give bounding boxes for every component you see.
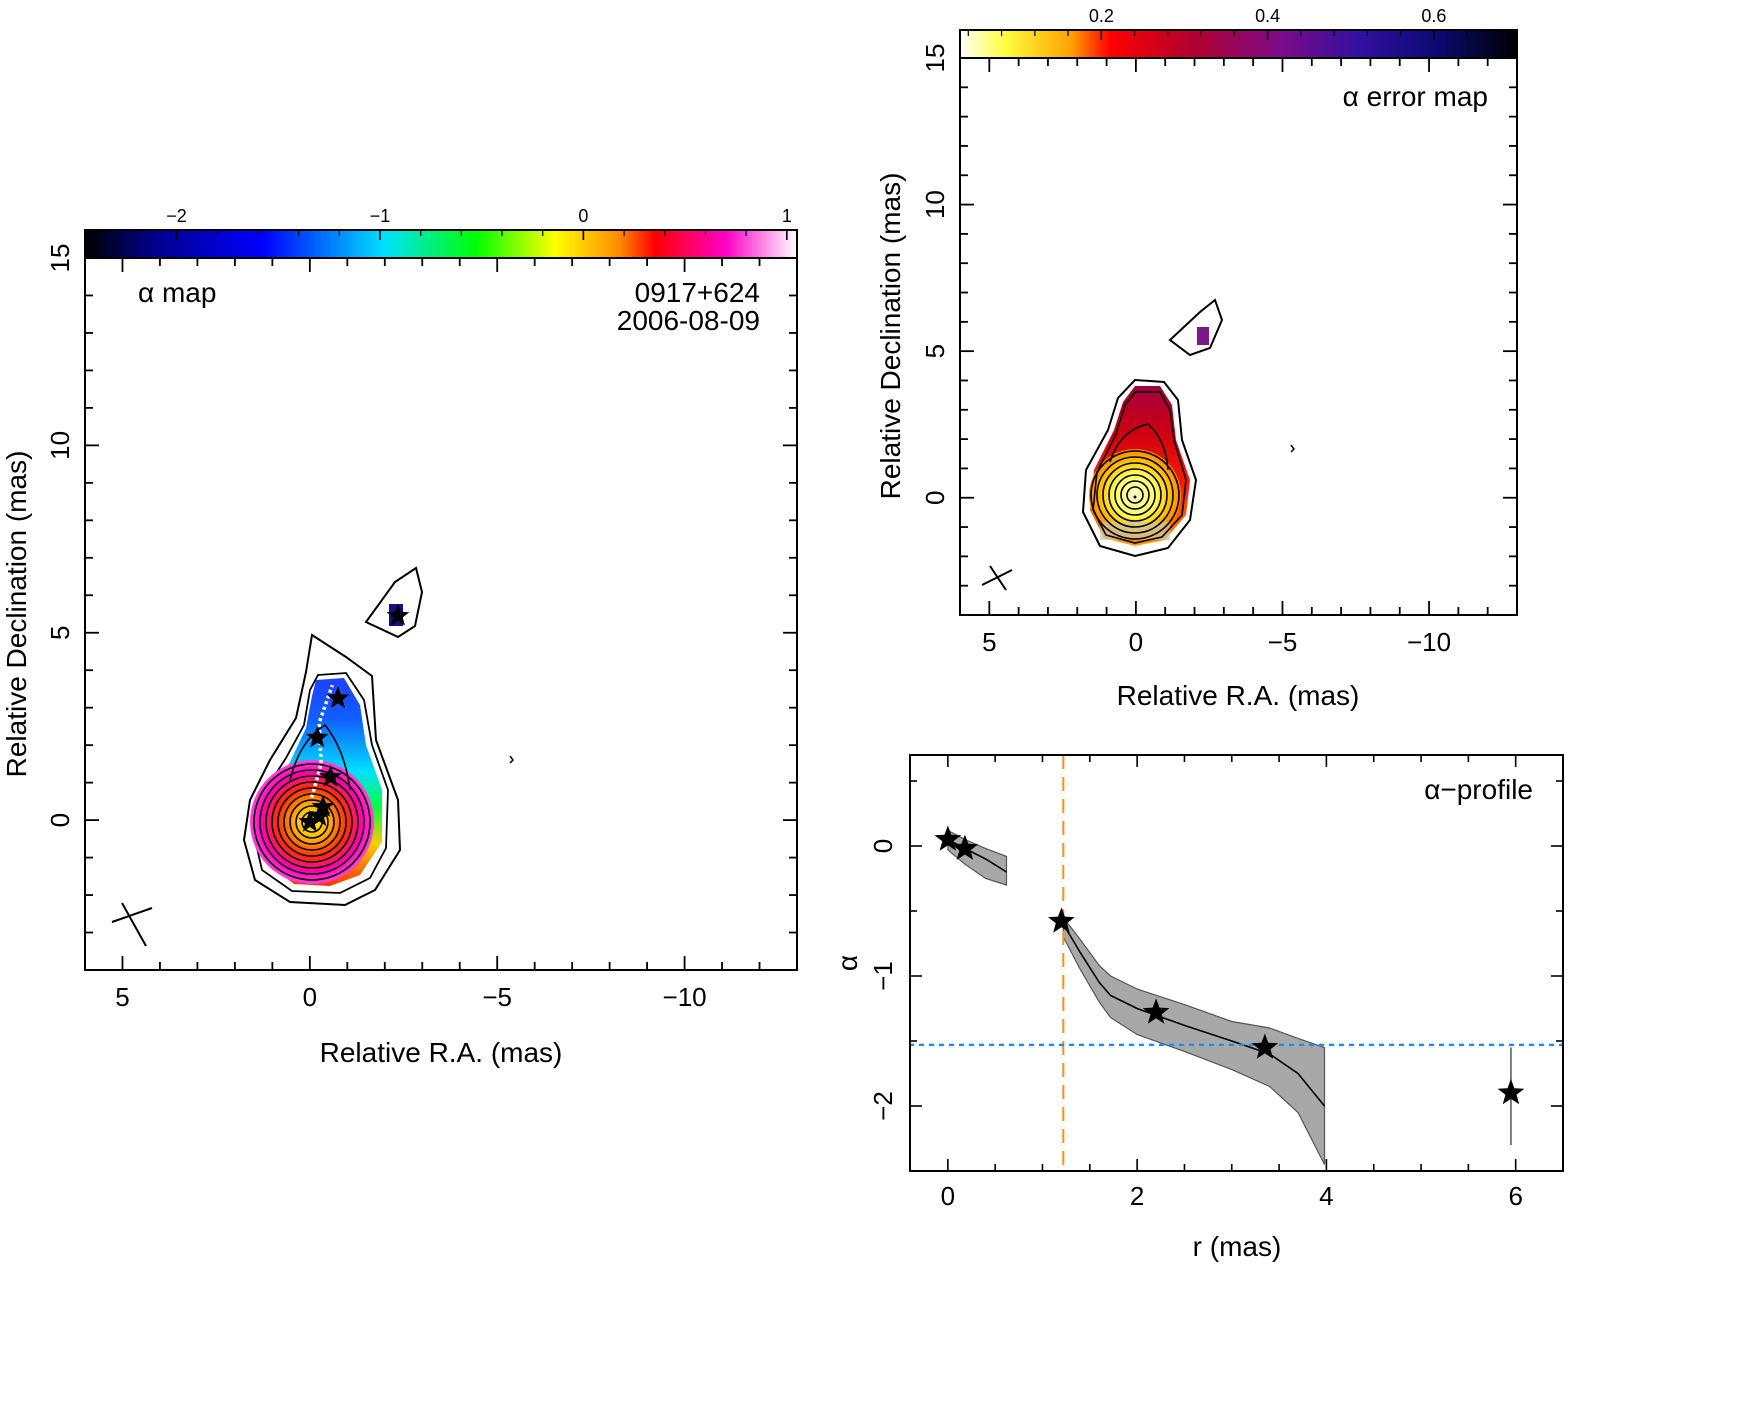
colorbar-tick-label: 0	[578, 206, 588, 226]
x-tick-label: 2	[1130, 1181, 1144, 1211]
alpha-colorbar	[84, 229, 798, 259]
profile-star	[1251, 1033, 1279, 1059]
component-markers	[298, 603, 410, 832]
x-tick-label: 0	[303, 982, 317, 1012]
error-map-title: α error map	[1343, 81, 1488, 112]
outlier-contour	[364, 566, 424, 639]
alpha-map-image	[111, 566, 514, 947]
component-star	[298, 810, 322, 832]
colorbar-tick-label: 1	[782, 206, 792, 226]
x-tick-label: 0	[1129, 627, 1143, 657]
x-tick-label: −5	[482, 982, 512, 1012]
y-tick-label: 10	[45, 431, 75, 460]
error-map-xlabel: Relative R.A. (mas)	[1117, 680, 1360, 711]
alpha-profile-plot	[910, 755, 1563, 1171]
profile-star	[951, 834, 979, 860]
error-map-contours	[1090, 391, 1187, 544]
alpha-map-ticks: 5 0 −5 −10 0 5 10 15	[45, 244, 798, 1012]
outlier-error-fill	[1197, 327, 1209, 345]
beam-cross	[981, 565, 1013, 591]
y-tick-label: −1	[868, 961, 898, 991]
beam-cross	[111, 902, 153, 947]
outer-contour	[242, 633, 402, 907]
error-map-image	[981, 298, 1295, 591]
component-star	[311, 795, 335, 817]
error-map-frame	[959, 57, 1518, 616]
colorbar-tick-label: 0.4	[1255, 6, 1280, 26]
alpha-map-ylabel: Relative Declination (mas)	[1, 451, 32, 778]
colorbar-tick-label: −2	[166, 206, 187, 226]
x-tick-label: 0	[941, 1181, 955, 1211]
alpha-error-band	[1062, 915, 1326, 1165]
y-tick-label: 0	[868, 839, 898, 853]
x-tick-label: 5	[115, 982, 129, 1012]
component-star	[386, 603, 410, 626]
component-star	[326, 686, 350, 708]
y-tick-label: 15	[45, 244, 75, 273]
error-map-ylabel: Relative Declination (mas)	[875, 173, 906, 500]
x-tick-label: −10	[663, 982, 707, 1012]
alpha-profile-title: α−profile	[1424, 774, 1533, 805]
profile-star	[1497, 1079, 1525, 1105]
alpha-map-frame	[84, 257, 798, 971]
y-tick-label: 0	[45, 813, 75, 827]
x-tick-label: −5	[1268, 627, 1298, 657]
alpha-profile-xlabel: r (mas)	[1193, 1231, 1282, 1262]
colorbar-tick-label: 0.2	[1089, 6, 1114, 26]
small-contour	[509, 755, 514, 764]
small-contour	[1290, 444, 1295, 453]
y-tick-label: 10	[920, 190, 950, 219]
y-tick-label: −2	[868, 1091, 898, 1121]
profile-star	[934, 825, 962, 851]
x-tick-label: 4	[1319, 1181, 1333, 1211]
profile-star	[1142, 998, 1170, 1024]
second-contour	[253, 672, 389, 894]
source-name: 0917+624	[635, 277, 760, 308]
alpha-profile-ticks: 0 2 4 6 0 −1 −2	[868, 755, 1563, 1211]
error-map-panel: 0.2 0.4 0.6 5 0 −5 −10 0 5 10 15 α error map Rela…	[875, 6, 1518, 711]
alpha-profile-line	[947, 838, 1007, 873]
y-tick-label: 5	[920, 344, 950, 358]
alpha-profile-ylabel: α	[832, 955, 863, 971]
profile-star	[1048, 907, 1075, 933]
x-tick-label: 5	[982, 627, 996, 657]
y-tick-label: 5	[45, 626, 75, 640]
alpha-profile-panel: 0 2 4 6 0 −1 −2 α−profile r (mas) α	[832, 754, 1564, 1262]
colorbar-tick-label: 0.6	[1421, 6, 1446, 26]
y-tick-label: 15	[920, 44, 950, 73]
observation-date: 2006-08-09	[617, 305, 760, 336]
y-tick-label: 0	[920, 491, 950, 505]
error-colorbar-ticks: 0.2 0.4 0.6	[967, 6, 1501, 40]
component-star	[307, 804, 331, 827]
error-colorbar	[959, 29, 1518, 59]
alpha-colorbar-ticks: −2 −1 0 1	[94, 206, 792, 240]
alpha-profile-frame	[909, 754, 1564, 1172]
error-map-ticks: 5 0 −5 −10 0 5 10 15	[920, 44, 1518, 657]
outer-contour	[1081, 378, 1198, 558]
x-tick-label: 6	[1508, 1181, 1522, 1211]
core-center-dot	[1133, 495, 1137, 499]
component-star	[319, 765, 342, 787]
colorbar-tick-label: −1	[370, 206, 391, 226]
outlier-contour	[1168, 298, 1224, 357]
component-star	[305, 725, 329, 748]
x-tick-label: −10	[1407, 627, 1451, 657]
core-contours	[253, 723, 371, 881]
alpha-map-title: α map	[138, 277, 216, 308]
alpha-map-xlabel: Relative R.A. (mas)	[320, 1037, 563, 1068]
